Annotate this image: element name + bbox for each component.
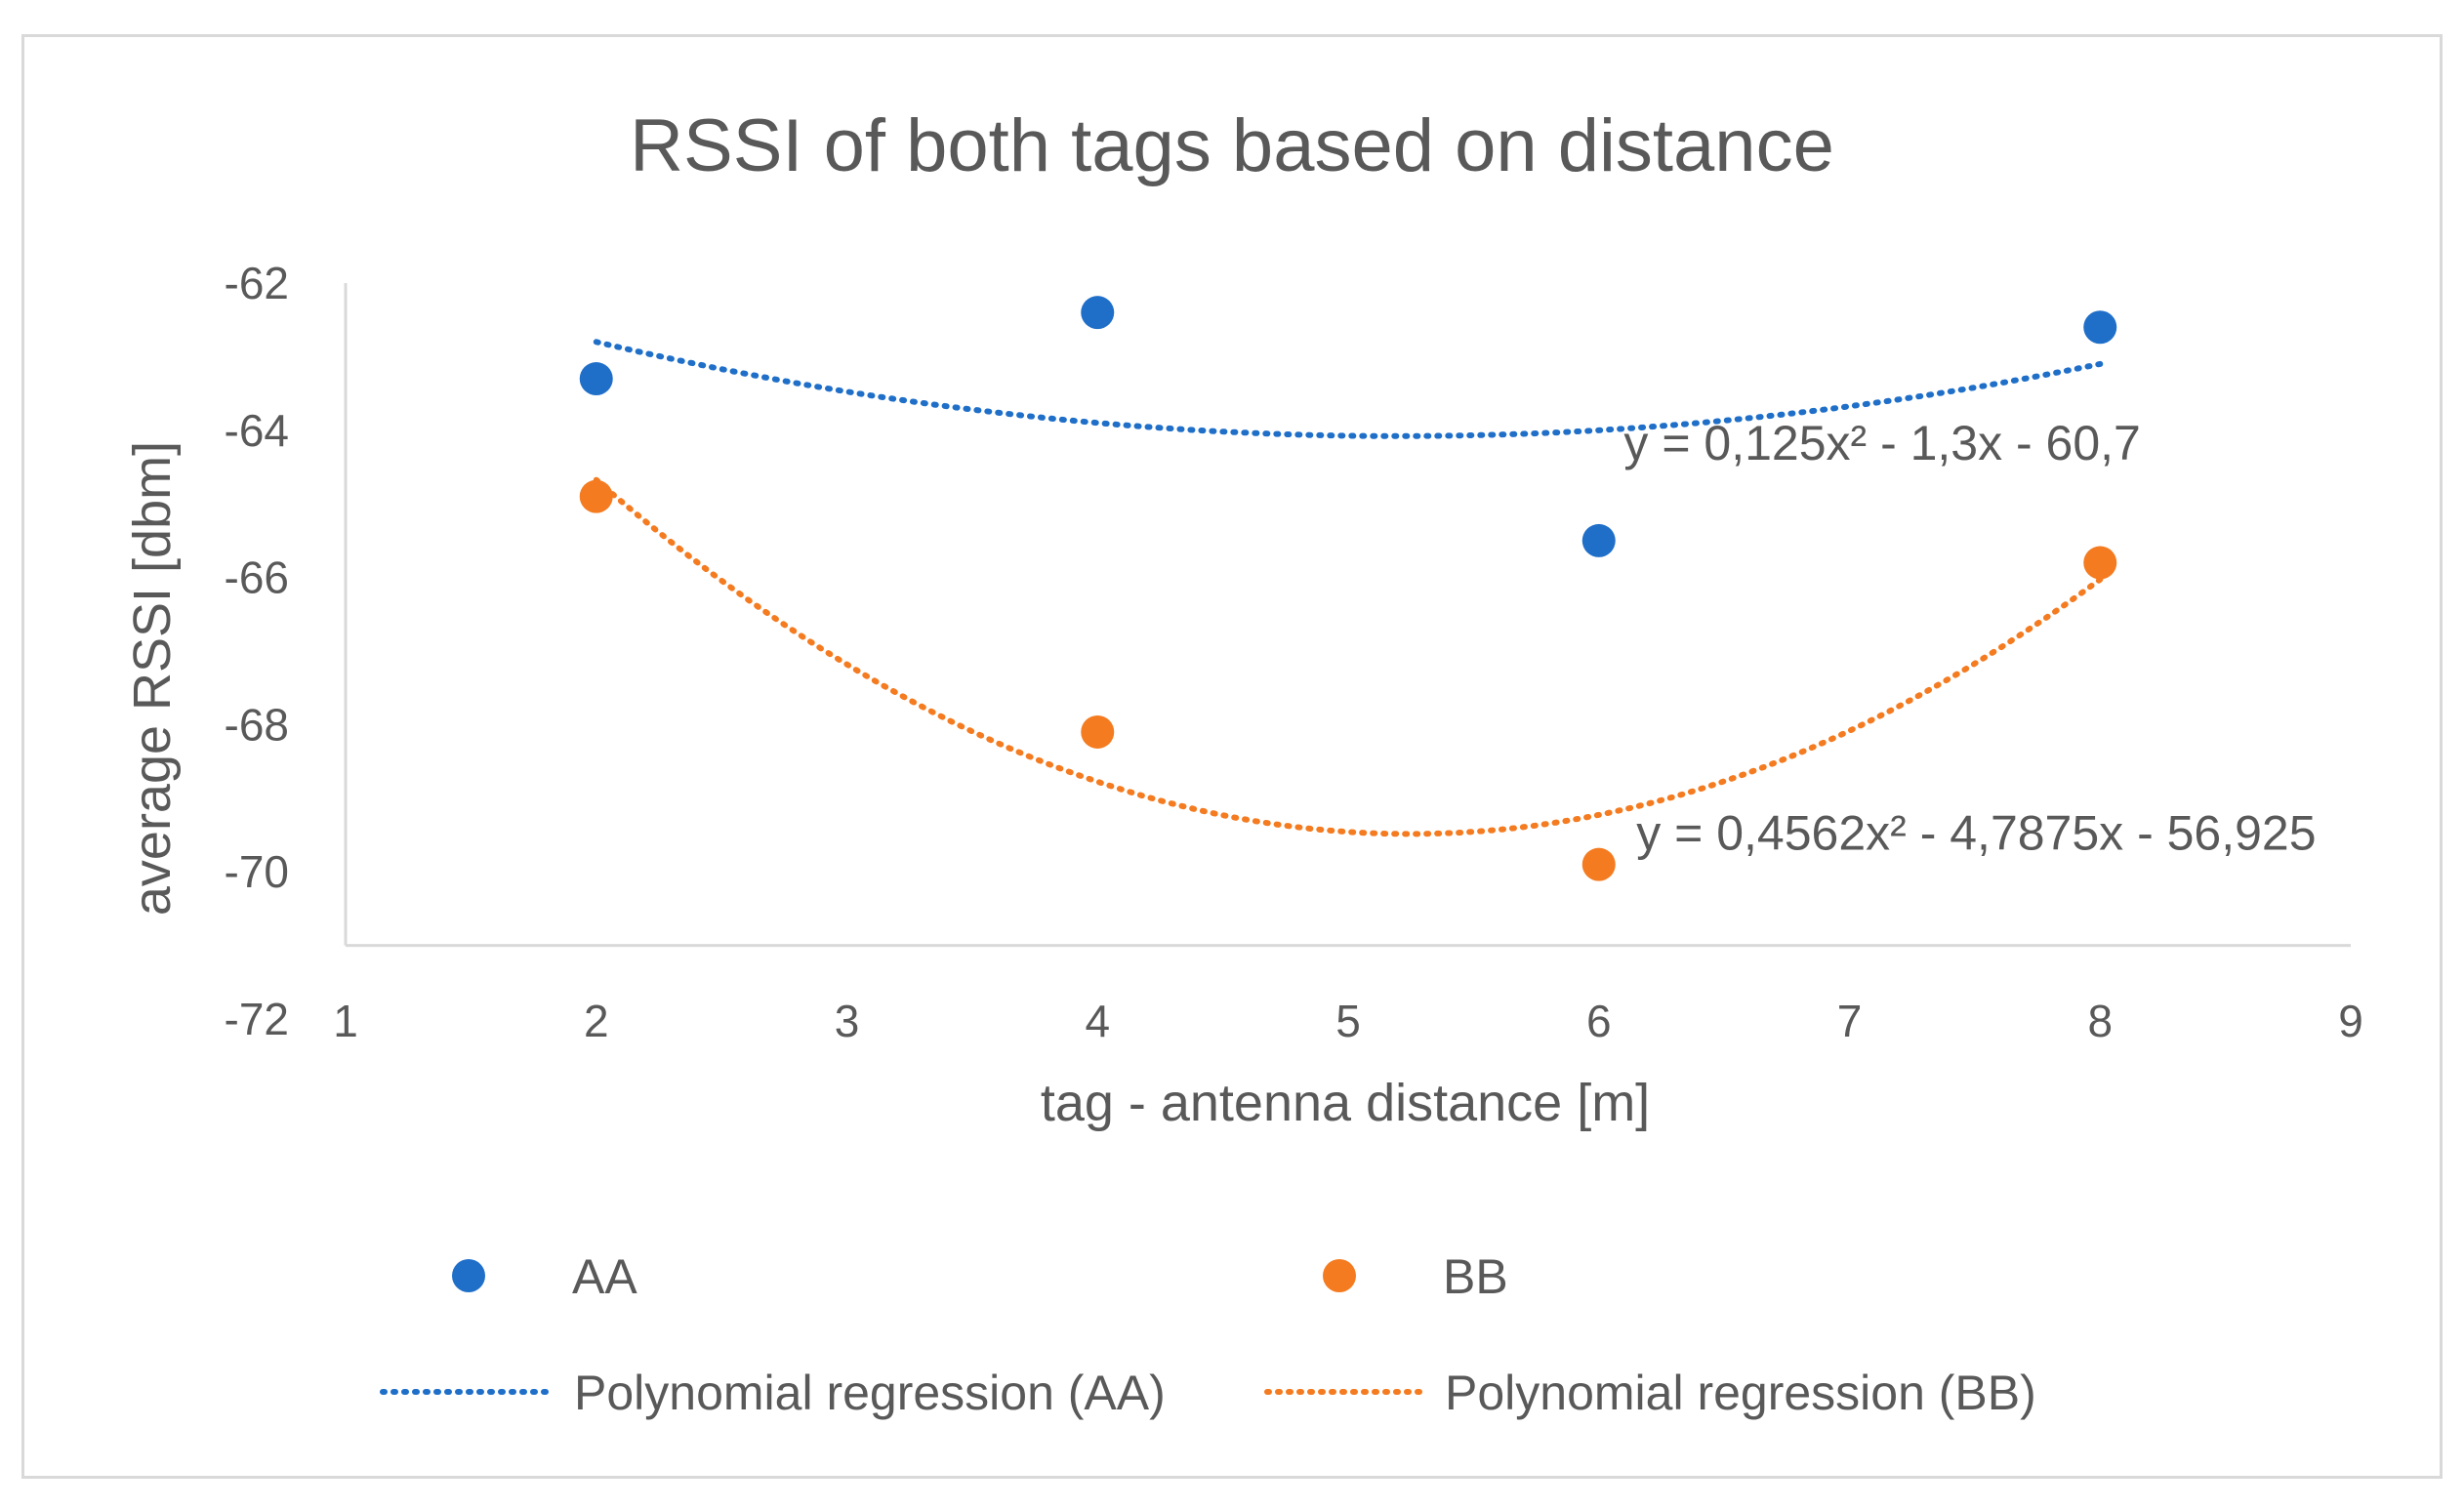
- x-tick-label: 1: [333, 996, 358, 1046]
- chart-frame: [21, 34, 2443, 1479]
- y-tick-label: -68: [225, 699, 289, 750]
- data-point-bb: [579, 479, 613, 513]
- data-point-aa: [1081, 296, 1115, 330]
- y-tick-label: -66: [225, 552, 289, 603]
- trendline-aa: [593, 339, 2104, 439]
- x-tick-label: 4: [1085, 996, 1110, 1046]
- data-point-bb: [1081, 714, 1115, 749]
- legend-label-aa: AA: [572, 1249, 637, 1304]
- data-point-bb: [2083, 546, 2117, 580]
- x-tick-label: 9: [2338, 996, 2363, 1046]
- legend-trend-label-bb: Polynomial regression (BB): [1445, 1366, 2036, 1420]
- axes: -62 -64 -66 -68 -70 -72 1 2 3 4 5 6 7 8 9: [225, 258, 2363, 1046]
- x-tick-label: 8: [2087, 996, 2113, 1046]
- y-tick-label: -64: [225, 405, 289, 456]
- trendlines: [593, 339, 2104, 837]
- x-tick-label: 6: [1586, 996, 1612, 1046]
- data-point-aa: [2083, 310, 2117, 345]
- legend-label-bb: BB: [1443, 1249, 1508, 1304]
- y-axis-label: average RSSI [dbm]: [123, 441, 182, 916]
- trendline-bb: [593, 476, 2104, 837]
- data-point-aa: [579, 362, 613, 396]
- legend: AA BB Polynomial regression (AA) Polynomial…: [380, 1249, 2036, 1420]
- data-point-aa: [1581, 523, 1616, 557]
- legend-marker-bb: [1323, 1259, 1356, 1292]
- x-tick-label: 5: [1335, 996, 1361, 1046]
- legend-trend-label-aa: Polynomial regression (AA): [574, 1366, 1166, 1420]
- chart-title: RSSI of both tags based on distance: [630, 104, 1834, 187]
- y-tick-label: -62: [225, 258, 289, 308]
- data-points: [579, 296, 2117, 881]
- legend-marker-aa: [452, 1259, 485, 1292]
- x-tick-label: 7: [1837, 996, 1863, 1046]
- trendline-equation-bb: y = 0,4562x² - 4,7875x - 56,925: [1636, 806, 2316, 861]
- y-tick-label: -70: [225, 846, 289, 897]
- data-point-bb: [1581, 847, 1616, 881]
- x-tick-label: 3: [835, 996, 860, 1046]
- y-tick-label: -72: [225, 994, 289, 1044]
- x-axis-label: tag - antenna distance [m]: [1041, 1074, 1650, 1132]
- trendline-equations: y = 0,125x² - 1,3x - 60,7 y = 0,4562x² - …: [1623, 416, 2316, 861]
- x-tick-label: 2: [584, 996, 609, 1046]
- trendline-equation-aa: y = 0,125x² - 1,3x - 60,7: [1623, 416, 2140, 470]
